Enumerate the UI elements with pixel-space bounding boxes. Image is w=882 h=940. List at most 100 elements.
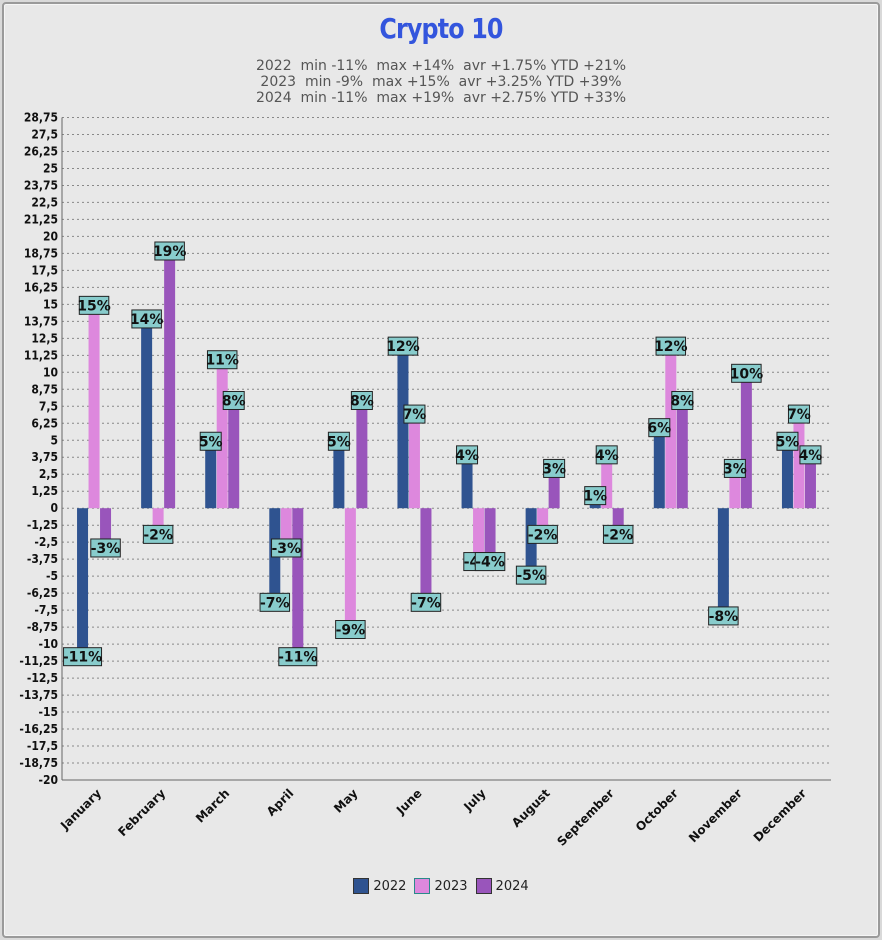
bar-2022-december xyxy=(781,440,793,509)
data-label-2022-january: -11% xyxy=(63,650,102,666)
y-tick-label: -13,75 xyxy=(19,688,58,702)
y-tick-label: 27,5 xyxy=(31,127,58,141)
y-tick-label: 18,75 xyxy=(24,246,58,260)
data-label-2023-october: 12% xyxy=(654,339,688,355)
data-label-box xyxy=(387,336,419,356)
y-tick-label: 22,5 xyxy=(31,195,58,209)
data-label-box xyxy=(403,404,426,424)
bar-2022-january xyxy=(77,508,89,658)
data-label-box xyxy=(708,606,739,626)
y-tick-label: 5 xyxy=(50,433,58,447)
x-tick-label-june: June xyxy=(393,786,425,818)
y-tick-label: 6,25 xyxy=(31,416,58,430)
y-tick-label: 0 xyxy=(50,501,58,515)
data-label-box xyxy=(350,390,373,410)
x-tick-label-march: March xyxy=(193,786,232,825)
data-label-2024-july: -4% xyxy=(475,555,505,571)
y-tick-label: 11,25 xyxy=(24,348,58,362)
y-tick-label: 15 xyxy=(43,297,58,311)
y-tick-label: 3,75 xyxy=(31,450,58,464)
bar-2024-december xyxy=(804,453,816,509)
bar-2023-september xyxy=(601,453,613,509)
data-label-2023-december: 7% xyxy=(787,407,811,423)
data-label-2023-april: -3% xyxy=(271,541,301,557)
data-label-box xyxy=(78,295,110,315)
data-label-box xyxy=(456,445,479,465)
data-label-2022-february: 14% xyxy=(130,312,164,328)
data-label-2022-december: 5% xyxy=(776,434,800,450)
data-label-box xyxy=(271,538,302,558)
data-label-box xyxy=(595,445,618,465)
legend-item-2024[interactable]: 2024 xyxy=(475,878,529,894)
bar-2024-august xyxy=(548,467,560,509)
bar-2024-july xyxy=(484,508,496,563)
legend-label-2024: 2024 xyxy=(495,878,529,894)
data-label-2024-april: -11% xyxy=(278,650,317,666)
y-tick-label: 28,75 xyxy=(24,111,58,125)
x-tick-label-august: August xyxy=(509,786,553,830)
bar-2024-june xyxy=(420,508,432,604)
y-tick-label: 2,5 xyxy=(39,467,58,481)
legend-item-2023[interactable]: 2023 xyxy=(414,878,468,894)
data-label-box xyxy=(648,418,671,438)
x-tick-label-september: September xyxy=(554,786,617,849)
bar-2023-february xyxy=(152,508,164,536)
data-label-2024-june: -7% xyxy=(411,595,441,611)
bar-2024-february xyxy=(164,250,176,509)
data-label-box xyxy=(90,538,121,558)
data-label-box xyxy=(723,458,746,478)
y-tick-label: 26,25 xyxy=(24,144,58,158)
chart-title: Crypto 10 xyxy=(379,12,503,45)
data-label-box xyxy=(142,524,174,544)
data-label-box xyxy=(199,431,222,451)
x-tick-label-january: January xyxy=(57,786,104,833)
y-tick-label: 21,25 xyxy=(24,212,58,226)
data-label-2023-march: 11% xyxy=(205,353,239,369)
bar-2023-may xyxy=(344,508,356,631)
bar-2022-february xyxy=(141,317,153,509)
data-label-box xyxy=(259,592,291,612)
subtitle-2024: 2024 min -11% max +19% avr +2.75% YTD +3… xyxy=(255,90,627,106)
y-tick-label: -10 xyxy=(38,637,58,651)
data-label-2024-january: -3% xyxy=(91,541,121,557)
x-tick-label-may: May xyxy=(331,786,360,815)
data-label-2024-september: -2% xyxy=(603,527,633,543)
legend-item-2022[interactable]: 2022 xyxy=(353,878,406,894)
data-label-2023-may: -9% xyxy=(336,623,366,639)
legend-label-2023: 2023 xyxy=(434,878,468,894)
data-label-box xyxy=(278,647,318,667)
data-label-box xyxy=(131,309,162,329)
data-label-2023-august: -2% xyxy=(528,527,558,543)
data-label-box xyxy=(799,445,822,465)
data-label-box xyxy=(527,524,558,544)
bar-2023-march xyxy=(216,358,228,509)
bar-2023-june xyxy=(408,413,420,509)
bar-2022-october xyxy=(653,426,665,509)
legend-swatch-2023 xyxy=(414,878,431,894)
y-tick-label: 23,75 xyxy=(24,178,58,192)
data-label-2022-october: 6% xyxy=(647,421,671,437)
data-label-box xyxy=(671,390,694,410)
data-label-2022-july: 4% xyxy=(455,448,479,464)
data-label-box xyxy=(731,363,762,383)
bar-2023-december xyxy=(793,413,805,509)
data-label-2023-january: 15% xyxy=(77,298,111,314)
y-tick-label: -5 xyxy=(46,569,58,583)
y-tick-label: 13,75 xyxy=(24,314,58,328)
subtitle-2022: 2022 min -11% max +14% avr +1.75% YTD +2… xyxy=(255,58,627,74)
legend-swatch-2024 xyxy=(475,878,492,894)
data-label-2023-september: 4% xyxy=(595,448,619,464)
y-tick-label: -17,5 xyxy=(27,739,58,753)
legend-swatch-2022 xyxy=(353,878,370,894)
data-label-2022-september: 1% xyxy=(583,489,607,505)
bar-2022-may xyxy=(333,440,345,509)
x-tick-label-july: July xyxy=(460,786,488,814)
data-label-2022-june: 12% xyxy=(386,339,420,355)
data-label-2022-april: -7% xyxy=(260,595,290,611)
y-tick-label: -20 xyxy=(38,773,58,787)
y-tick-label: -2,5 xyxy=(34,535,58,549)
data-label-box xyxy=(63,647,103,667)
y-tick-label: 8,75 xyxy=(31,382,58,396)
y-tick-label: -1,25 xyxy=(27,518,58,532)
